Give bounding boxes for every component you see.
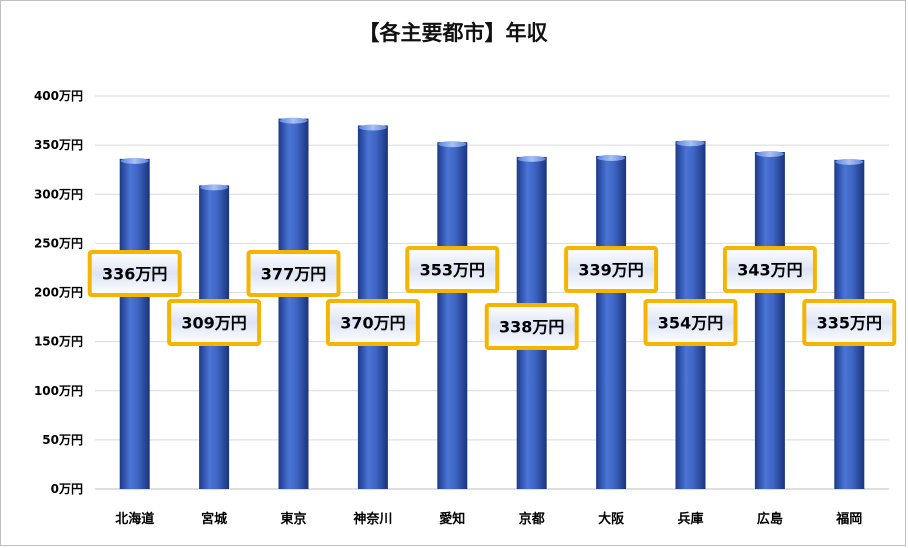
x-tick-label: 宮城 <box>201 511 227 527</box>
bar <box>119 158 150 489</box>
data-label-box <box>167 299 262 346</box>
y-tick-label: 150万円 <box>34 335 83 349</box>
y-tick-label: 350万円 <box>34 138 83 152</box>
bar <box>278 118 309 489</box>
data-label-box <box>564 246 659 293</box>
y-tick-label: 0万円 <box>51 482 83 496</box>
data-label-box <box>405 246 500 293</box>
chart-title: 【各主要都市】年収 <box>358 21 548 45</box>
data-label: 354万円 <box>658 314 723 333</box>
x-tick-label: 神奈川 <box>353 511 392 527</box>
x-tick-label: 東京 <box>280 511 306 527</box>
bar-cap <box>279 117 308 124</box>
x-tick-label: 北海道 <box>115 511 154 527</box>
y-tick-label: 100万円 <box>34 384 83 398</box>
x-tick-label: 広島 <box>757 511 783 527</box>
bar-cap <box>676 140 705 147</box>
data-label-box <box>484 303 579 350</box>
x-tick-label: 京都 <box>519 511 545 527</box>
data-label: 353万円 <box>420 261 485 280</box>
data-label: 377万円 <box>261 265 326 284</box>
y-tick-label: 50万円 <box>42 433 83 447</box>
data-label-box <box>325 299 420 346</box>
y-tick-label: 200万円 <box>34 286 83 300</box>
data-label: 370万円 <box>340 314 405 333</box>
bar-cap <box>517 155 546 162</box>
bar <box>437 142 468 490</box>
bar-cap <box>120 157 149 164</box>
data-label: 309万円 <box>181 314 246 333</box>
bar-cap <box>755 151 784 158</box>
data-label: 338万円 <box>499 318 564 337</box>
data-label: 343万円 <box>737 261 802 280</box>
y-tick-label: 400万円 <box>34 89 83 103</box>
bar-cap <box>358 124 387 131</box>
bar-cap <box>597 154 626 161</box>
y-tick-label: 250万円 <box>34 236 83 250</box>
data-label-box <box>802 299 897 346</box>
data-label: 339万円 <box>578 261 643 280</box>
bar <box>754 152 785 489</box>
x-tick-label: 福岡 <box>835 511 862 527</box>
x-tick-label: 大阪 <box>598 511 625 527</box>
data-label-box <box>87 250 182 297</box>
data-label-box <box>722 246 817 293</box>
bar-cap <box>200 184 229 191</box>
bar-cap <box>438 141 467 148</box>
y-tick-label: 300万円 <box>34 187 83 201</box>
data-label-box <box>643 299 738 346</box>
x-tick-label: 兵庫 <box>677 511 703 527</box>
data-label-box <box>246 250 341 297</box>
x-tick-label: 愛知 <box>439 511 465 527</box>
bar-cap <box>835 158 864 165</box>
data-label: 335万円 <box>817 314 882 333</box>
data-label: 336万円 <box>102 265 167 284</box>
bar <box>596 155 627 489</box>
